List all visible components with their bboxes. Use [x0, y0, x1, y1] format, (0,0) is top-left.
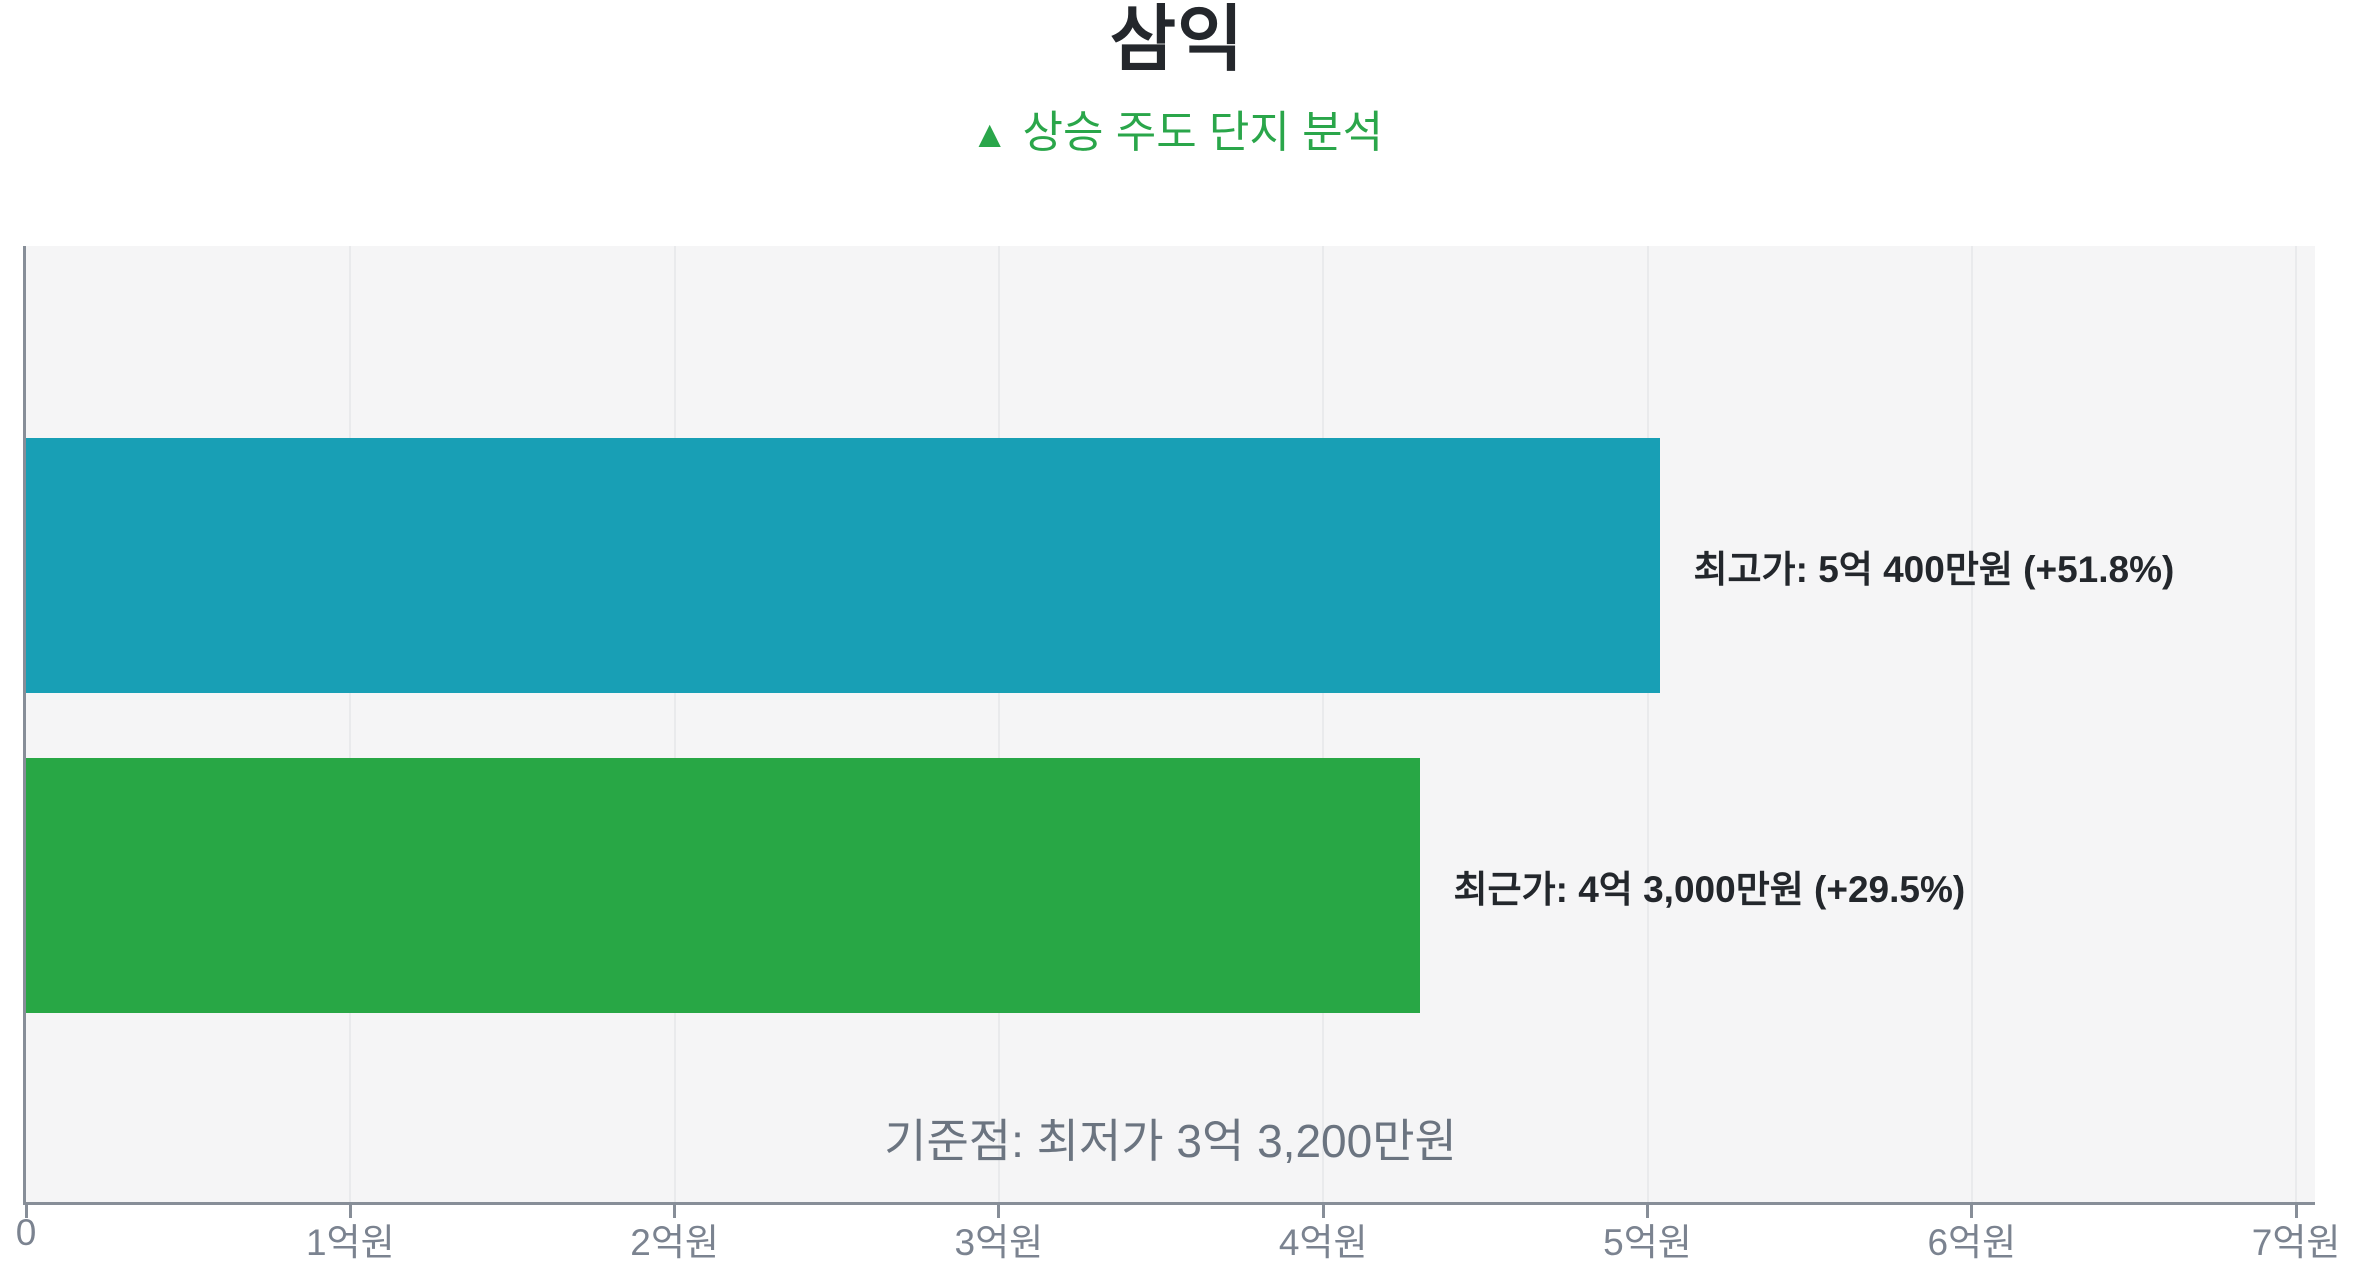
chart-subtitle-text: 상승 주도 단지 분석	[1022, 108, 1384, 157]
x-tick-mark	[997, 1205, 1001, 1218]
gridline-4eok	[1322, 246, 1325, 1202]
plot-area: 최고가: 5억 400만원 (+51.8%) 최근가: 4억 3,000만원 (…	[23, 246, 2315, 1205]
x-tick-label: 1억원	[305, 1222, 395, 1263]
bar-highest-price[interactable]	[26, 438, 1661, 693]
bar-recent-price[interactable]	[26, 758, 1421, 1013]
x-tick-label: 2억원	[630, 1222, 719, 1263]
x-tick-mark	[1970, 1205, 1974, 1218]
x-tick-mark	[673, 1205, 677, 1218]
x-tick-label: 4억원	[1278, 1222, 1368, 1263]
gridline-6eok	[1970, 246, 1973, 1202]
x-tick-mark	[1646, 1205, 1649, 1218]
x-tick-label: 6억원	[1927, 1222, 2017, 1263]
gridline-5eok	[1646, 246, 1649, 1202]
gridline-7eok	[2295, 246, 2298, 1202]
baseline-annotation: 기준점: 최저가 3억 3,200만원	[884, 1115, 1457, 1167]
up-triangle-icon: ▲	[970, 114, 1009, 156]
bar-label-recent-price: 최근가: 4억 3,000만원 (+29.5%)	[1453, 868, 1966, 910]
x-tick-label: 0	[15, 1212, 37, 1253]
x-tick-mark	[348, 1205, 352, 1218]
x-tick-label: 5억원	[1603, 1222, 1692, 1263]
x-tick-label: 7억원	[2251, 1222, 2341, 1263]
gridline-3eok	[997, 246, 1000, 1202]
gridline-1eok	[349, 246, 352, 1202]
chart-subtitle: ▲ 상승 주도 단지 분석	[0, 106, 2354, 162]
chart-title: 삼익	[1109, 0, 1245, 80]
x-tick-mark	[24, 1205, 28, 1218]
x-tick-mark	[2294, 1205, 2298, 1218]
x-tick-mark	[1321, 1205, 1325, 1218]
bar-label-highest-price: 최고가: 5억 400만원 (+51.8%)	[1693, 548, 2175, 590]
gridline-2eok	[673, 246, 676, 1202]
x-tick-label: 3억원	[954, 1222, 1044, 1263]
